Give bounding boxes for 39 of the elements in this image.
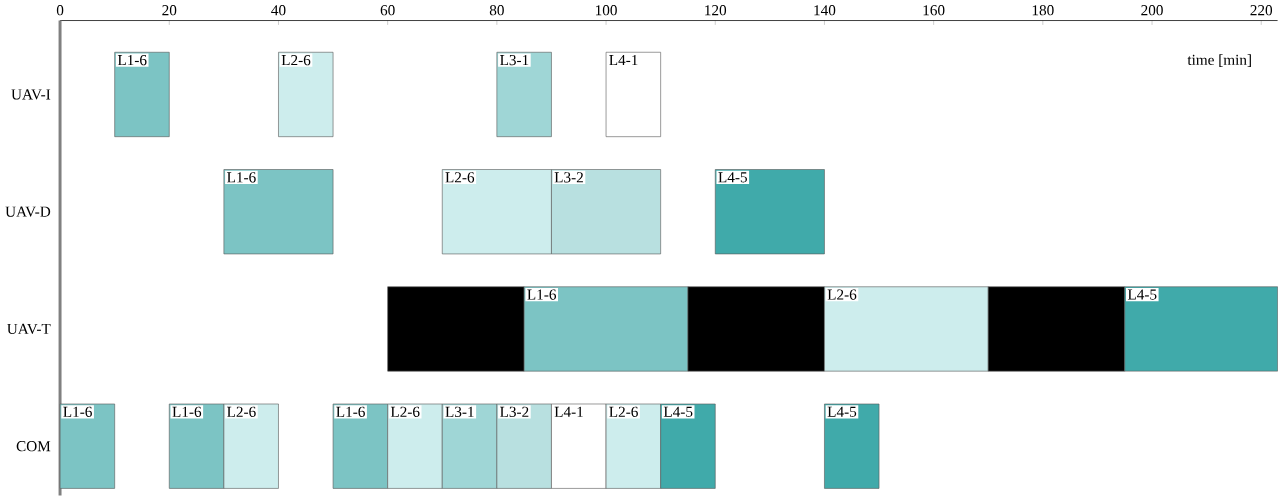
x-tick-label: 20 <box>162 5 177 16</box>
series-label: L3-2 <box>554 172 583 183</box>
series-label: L1-6 <box>527 289 557 300</box>
series-label: L1-6 <box>172 406 202 417</box>
x-tick-label: 180 <box>1032 5 1054 16</box>
series-label: L4-1 <box>554 406 583 417</box>
y-tick-label: COM <box>16 441 51 452</box>
series-label: L2-6 <box>227 406 256 417</box>
x-tick-label: 140 <box>814 5 836 16</box>
series-label: L1-6 <box>336 406 365 417</box>
x-tick-label: 0 <box>56 5 64 16</box>
y-tick-label: UAV-I <box>11 89 51 100</box>
x-tick-label: 40 <box>271 5 286 16</box>
x-tick-label: 220 <box>1250 5 1273 16</box>
series-label: L2-6 <box>827 289 857 300</box>
series-label: L2-6 <box>281 55 311 66</box>
x-tick-label: 120 <box>705 5 727 16</box>
series-label: L4-5 <box>718 172 747 183</box>
series-label: L4-5 <box>827 406 857 417</box>
series-label: L3-2 <box>500 406 529 417</box>
x-tick-label: 160 <box>923 5 945 16</box>
series-label: L2-6 <box>445 172 475 183</box>
series-label: L4-1 <box>609 55 638 66</box>
series-label: L4-5 <box>1127 289 1157 300</box>
series-label: L1-6 <box>227 172 256 183</box>
series-label: L2-6 <box>390 406 420 417</box>
series-label: L1-6 <box>117 55 147 66</box>
series-label: L3-1 <box>445 406 474 417</box>
y-tick-label: UAV-D <box>5 206 51 217</box>
x-axis-title: time [min] <box>1187 54 1251 67</box>
series-label: L4-5 <box>663 406 693 417</box>
y-tick-label: UAV-T <box>7 323 51 335</box>
x-tick-label: 200 <box>1141 5 1163 16</box>
series-label: L1-6 <box>63 406 92 417</box>
series-label: L3-1 <box>500 55 529 66</box>
x-tick-label: 60 <box>380 5 395 16</box>
x-tick-label: 80 <box>489 5 504 16</box>
x-tick-label: 100 <box>595 5 617 16</box>
series-label: L2-6 <box>609 406 638 417</box>
